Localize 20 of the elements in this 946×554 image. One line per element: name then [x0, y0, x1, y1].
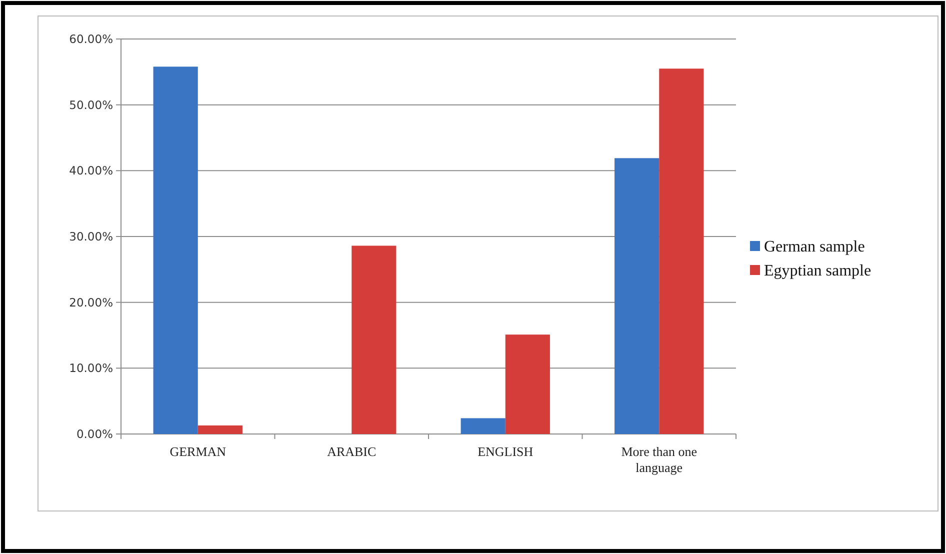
legend-label: Egyptian sample: [764, 262, 872, 280]
bar: [460, 418, 506, 434]
bar: [659, 68, 704, 434]
x-tick-label: GERMAN: [170, 444, 227, 459]
y-tick-label: 50.00%: [69, 98, 114, 112]
bar: [198, 425, 242, 434]
y-tick-label: 20.00%: [69, 295, 114, 310]
bar: [505, 334, 550, 434]
y-tick-label: 0.00%: [76, 427, 114, 442]
y-tick-label: 60.00%: [69, 32, 114, 46]
x-tick-label: ENGLISH: [478, 444, 534, 459]
y-tick-label: 40.00%: [69, 164, 114, 178]
bar: [153, 66, 198, 434]
y-tick-label: 10.00%: [69, 361, 114, 376]
bar: [352, 246, 396, 434]
legend-label: German sample: [764, 238, 865, 256]
x-tick-label: ARABIC: [327, 444, 376, 459]
y-tick-label: 30.00%: [69, 230, 114, 244]
x-tick-label: More than one language: [621, 444, 698, 475]
bar: [614, 158, 660, 434]
